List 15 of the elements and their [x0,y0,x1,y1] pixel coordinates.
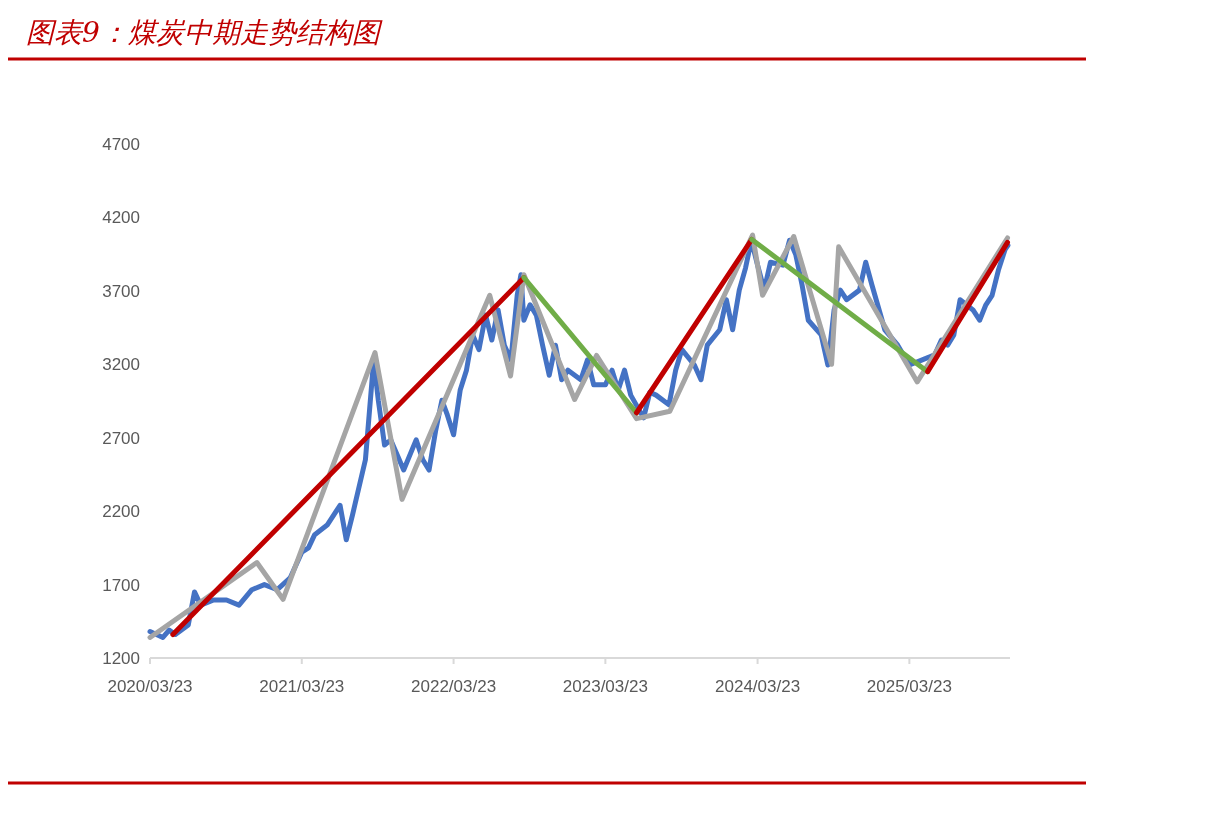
y-tick-label: 4200 [102,208,140,228]
x-tick-label: 2022/03/23 [411,677,497,696]
y-tick-label: 3200 [102,355,140,375]
x-tick-label: 2025/03/23 [866,677,952,696]
y-tick-label: 1200 [102,649,140,668]
x-tick-label: 2024/03/23 [715,677,801,696]
y-tick-label: 4700 [102,135,140,154]
x-tick-label: 2020/03/23 [107,677,193,696]
y-tick-label: 2200 [102,502,140,522]
y-tick-label: 1700 [102,575,140,595]
x-tick-label: 2023/03/23 [562,677,648,696]
y-tick-label: 3700 [102,281,140,301]
y-tick-label: 2700 [102,428,140,448]
chart-title: 图表9：煤炭中期走势结构图 [26,16,383,49]
x-tick-label: 2021/03/23 [259,677,345,696]
